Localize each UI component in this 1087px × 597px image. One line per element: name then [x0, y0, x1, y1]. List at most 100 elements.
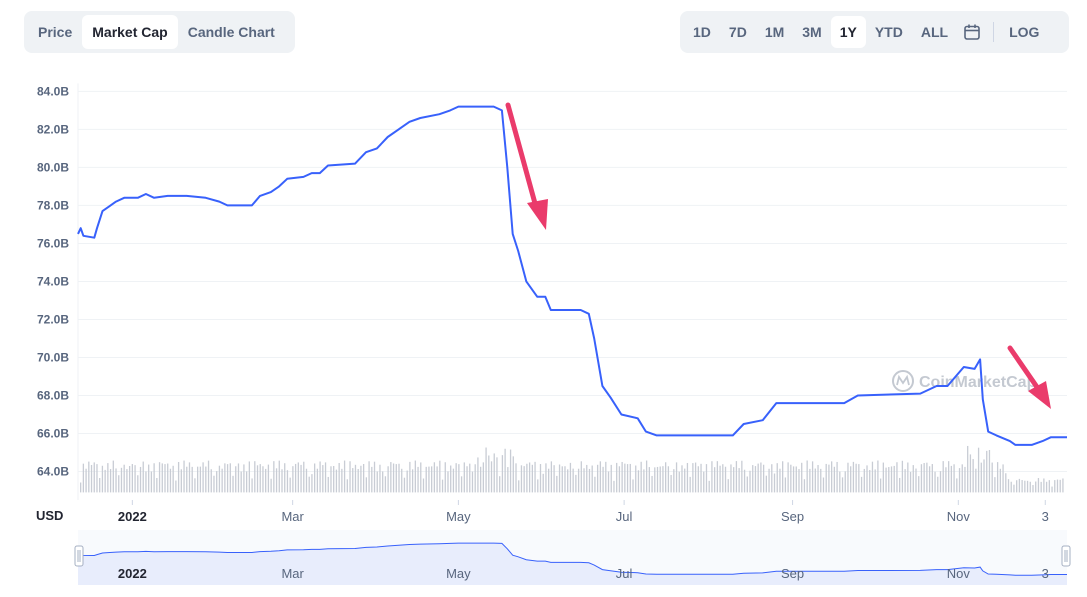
- range-ytd[interactable]: YTD: [874, 24, 903, 40]
- volume-bar: [855, 463, 857, 493]
- y-tick-label: 84.0B: [37, 84, 69, 98]
- volume-bar: [281, 469, 283, 493]
- volume-bar: [757, 463, 759, 493]
- volume-bar: [915, 468, 917, 493]
- volume-bar: [939, 471, 942, 493]
- volume-bar: [314, 463, 316, 493]
- navigator-x-tick-label: 2022: [118, 566, 147, 581]
- volume-bar: [294, 463, 297, 493]
- volume-bar: [678, 471, 680, 493]
- range-1m[interactable]: 1M: [764, 24, 785, 40]
- volume-bar: [458, 464, 460, 493]
- volume-bar: [991, 462, 993, 493]
- volume-bar: [610, 464, 612, 493]
- volume-bar: [237, 463, 240, 493]
- volume-bar: [765, 475, 767, 493]
- navigator-left-handle[interactable]: [74, 545, 84, 567]
- range-1y[interactable]: 1Y: [830, 16, 866, 48]
- volume-bar: [392, 463, 395, 493]
- grid-lines: [77, 83, 1067, 500]
- volume-bar: [586, 464, 588, 493]
- volume-bar: [172, 465, 174, 493]
- volume-bar: [1016, 480, 1018, 493]
- volume-bar: [999, 468, 1001, 493]
- volume-bar: [825, 463, 827, 493]
- volume-bar: [918, 476, 920, 493]
- volume-bar: [684, 468, 686, 493]
- volume-bar: [752, 465, 754, 493]
- volume-bar: [474, 464, 476, 493]
- volume-bar: [431, 466, 433, 493]
- volume-bar: [708, 480, 710, 493]
- tab-market-cap[interactable]: Market Cap: [82, 15, 178, 49]
- volume-bar: [616, 462, 618, 493]
- volume-bar: [213, 475, 215, 493]
- log-scale-toggle[interactable]: LOG: [1009, 24, 1040, 40]
- volume-bar: [534, 461, 536, 493]
- volume-bar: [795, 466, 797, 493]
- volume-bar: [958, 468, 961, 493]
- volume-bar: [327, 476, 329, 493]
- volume-bar: [863, 468, 865, 493]
- volume-bar: [556, 475, 558, 493]
- calendar-icon[interactable]: [957, 16, 987, 48]
- volume-bar: [305, 468, 308, 493]
- y-tick-label: 78.0B: [37, 198, 69, 212]
- volume-bar: [654, 467, 656, 493]
- x-tick-label: Nov: [947, 509, 971, 524]
- volume-bar: [528, 462, 531, 493]
- volume-bar: [645, 460, 648, 493]
- volume-bar: [479, 466, 482, 493]
- volume-bar: [754, 466, 757, 493]
- volume-bar: [101, 465, 104, 493]
- volume-bar: [164, 464, 166, 493]
- volume-bar: [311, 474, 313, 493]
- volume-bar: [1021, 480, 1023, 493]
- volume-bar: [499, 476, 501, 493]
- volume-bar: [659, 466, 661, 493]
- volume-bar: [836, 461, 838, 493]
- volume-bar: [148, 464, 150, 493]
- volume-bar: [387, 466, 389, 493]
- volume-bar: [267, 464, 270, 493]
- volume-bar: [316, 468, 319, 493]
- volume-bar: [520, 465, 523, 493]
- volume-bar: [90, 464, 93, 493]
- volume-bar: [167, 463, 169, 493]
- range-7d[interactable]: 7D: [728, 24, 747, 40]
- volume-bar: [888, 467, 890, 493]
- volume-bar: [82, 463, 85, 493]
- navigator-right-handle[interactable]: [1061, 545, 1071, 567]
- volume-bar: [115, 468, 117, 493]
- volume-bar: [379, 464, 381, 493]
- range-all[interactable]: ALL: [920, 24, 949, 40]
- volume-bar: [651, 475, 653, 493]
- range-navigator[interactable]: 2022 Mar May Jul Sep Nov 3: [74, 530, 1071, 585]
- volume-bar: [975, 468, 977, 493]
- volume-bar: [909, 471, 912, 493]
- volume-bar: [352, 468, 354, 493]
- volume-bar: [923, 463, 925, 493]
- volume-bar: [588, 468, 591, 493]
- tab-candle-chart[interactable]: Candle Chart: [187, 24, 275, 40]
- range-1d[interactable]: 1D: [693, 24, 711, 40]
- volume-bar: [542, 473, 544, 493]
- volume-bar: [749, 470, 751, 493]
- volume-bar: [1029, 481, 1031, 493]
- volume-bar: [414, 460, 416, 493]
- volume-bar: [937, 476, 939, 493]
- volume-bar: [632, 479, 634, 493]
- volume-bar: [577, 468, 580, 493]
- range-3m[interactable]: 3M: [802, 24, 822, 40]
- market-cap-line: [77, 105, 1067, 446]
- volume-bar: [205, 466, 207, 493]
- tab-price[interactable]: Price: [38, 24, 73, 40]
- chart-type-tabs: Price Market Cap Candle Chart: [24, 11, 295, 53]
- volume-bar: [822, 477, 825, 493]
- volume-bar: [96, 464, 98, 493]
- volume-bar: [303, 461, 305, 493]
- volume-bar: [882, 462, 884, 493]
- volume-bar: [771, 464, 773, 493]
- volume-bar: [716, 461, 719, 493]
- volume-bar: [275, 468, 278, 493]
